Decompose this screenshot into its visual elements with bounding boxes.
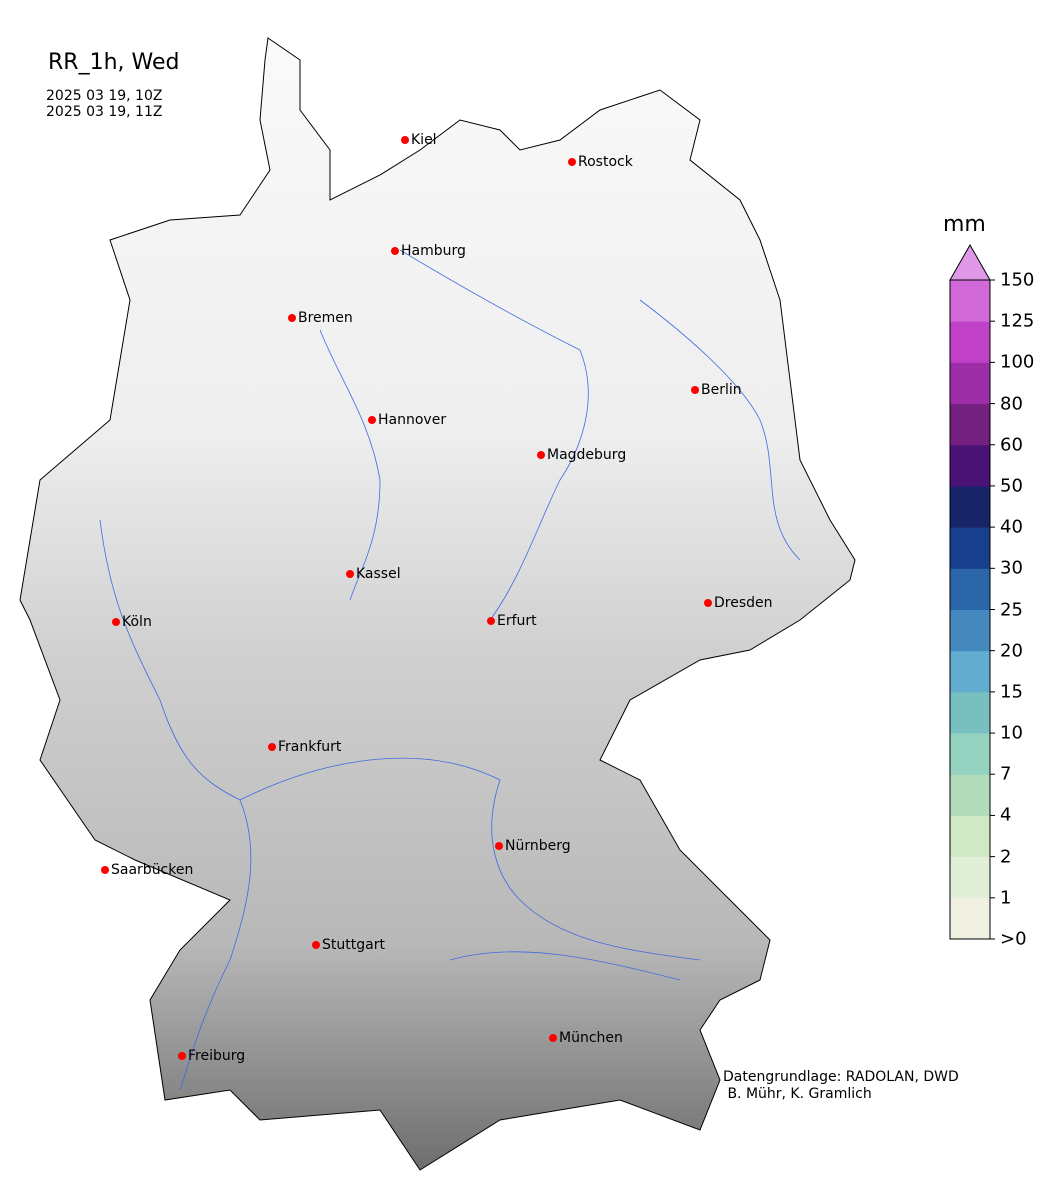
city-dresden: Dresden	[704, 595, 773, 611]
city-label: Hamburg	[401, 243, 466, 259]
colorbar-unit: mm	[943, 212, 986, 237]
colorbar-tick-label: 60	[1000, 434, 1023, 456]
colorbar-extend-arrow	[949, 243, 991, 281]
city-label: Stuttgart	[322, 937, 385, 953]
city-kassel: Kassel	[346, 566, 401, 582]
city-label: Frankfurt	[278, 739, 342, 755]
germany-outline	[19, 37, 856, 1171]
valid-time-from: 2025 03 19, 10Z	[46, 88, 163, 104]
city-label: Magdeburg	[547, 447, 627, 463]
colorbar-segment	[950, 362, 990, 405]
colorbar-tick-label: >0	[1000, 928, 1027, 950]
city-label: Nürnberg	[505, 838, 571, 854]
city-marker-icon	[346, 570, 354, 578]
colorbar-segment	[950, 691, 990, 734]
colorbar-tick-label: 1	[1000, 887, 1012, 909]
city-label: München	[559, 1030, 623, 1046]
city-frankfurt: Frankfurt	[268, 739, 342, 755]
colorbar-segment	[950, 733, 990, 775]
city-label: Köln	[122, 614, 152, 630]
colorbar-segment	[950, 485, 990, 528]
city-kiel: Kiel	[401, 132, 437, 148]
city-marker-icon	[704, 599, 712, 607]
city-hannover: Hannover	[368, 412, 447, 428]
city-label: Kassel	[356, 566, 401, 582]
colorbar-tick-label: 150	[1000, 269, 1035, 291]
map-title: RR_1h, Wed	[48, 50, 180, 75]
colorbar-segment	[950, 444, 990, 487]
city-erfurt: Erfurt	[487, 613, 537, 629]
city-marker-icon	[401, 136, 409, 144]
colorbar-segment	[950, 568, 990, 610]
colorbar-tick-label: 4	[1000, 804, 1012, 826]
city-saarbücken: Saarbücken	[101, 862, 194, 878]
colorbar-segment	[950, 650, 990, 693]
city-rostock: Rostock	[568, 154, 633, 170]
colorbar-segment	[950, 403, 990, 446]
city-marker-icon	[495, 842, 503, 850]
colorbar-segment	[950, 815, 990, 858]
city-label: Saarbücken	[111, 862, 194, 878]
colorbar-segment	[950, 321, 990, 363]
city-marker-icon	[112, 618, 120, 626]
colorbar-tick-label: 125	[1000, 310, 1035, 332]
city-hamburg: Hamburg	[391, 243, 466, 259]
city-label: Hannover	[378, 412, 447, 428]
colorbar-tick-label: 100	[1000, 351, 1035, 373]
colorbar	[949, 243, 995, 940]
colorbar-segment	[950, 774, 990, 816]
colorbar-tick-label: 20	[1000, 640, 1023, 662]
city-münchen: München	[549, 1030, 623, 1046]
valid-time-to: 2025 03 19, 11Z	[46, 104, 163, 120]
city-label: Dresden	[714, 595, 773, 611]
city-marker-icon	[487, 617, 495, 625]
colorbar-segment	[950, 856, 990, 899]
city-berlin: Berlin	[691, 382, 742, 398]
city-label: Kiel	[411, 132, 437, 148]
city-marker-icon	[568, 158, 576, 166]
colorbar-tick-label: 2	[1000, 846, 1012, 868]
city-marker-icon	[537, 451, 545, 459]
city-marker-icon	[268, 743, 276, 751]
city-nürnberg: Nürnberg	[495, 838, 571, 854]
colorbar-tick-label: 40	[1000, 516, 1023, 538]
city-bremen: Bremen	[288, 310, 353, 326]
colorbar-tick-label: 25	[1000, 599, 1023, 620]
colorbar-tick-label: 30	[1000, 557, 1023, 579]
colorbar-segment	[950, 609, 990, 652]
city-label: Berlin	[701, 382, 742, 398]
colorbar-tick-label: 15	[1000, 681, 1023, 703]
city-freiburg: Freiburg	[178, 1048, 246, 1064]
city-magdeburg: Magdeburg	[537, 447, 627, 463]
city-marker-icon	[549, 1034, 557, 1042]
city-marker-icon	[391, 247, 399, 255]
colorbar-tick-label: 80	[1000, 393, 1023, 415]
colorbar-segment	[950, 897, 990, 940]
city-marker-icon	[178, 1052, 186, 1060]
city-marker-icon	[288, 314, 296, 322]
colorbar-segment	[950, 527, 990, 569]
city-label: Rostock	[578, 154, 633, 170]
colorbar-segment	[950, 280, 990, 322]
city-marker-icon	[101, 866, 109, 874]
city-label: Bremen	[298, 310, 353, 326]
colorbar-tick-label: 50	[1000, 475, 1023, 497]
city-marker-icon	[312, 941, 320, 949]
city-marker-icon	[691, 386, 699, 394]
data-credit: Datengrundlage: RADOLAN, DWD B. Mühr, K.…	[723, 1069, 959, 1102]
colorbar-tick-label: 10	[1000, 722, 1023, 744]
city-marker-icon	[368, 416, 376, 424]
city-label: Freiburg	[188, 1048, 246, 1064]
city-stuttgart: Stuttgart	[312, 937, 385, 953]
colorbar-tick-label: 7	[1000, 763, 1012, 785]
city-label: Erfurt	[497, 613, 537, 629]
city-köln: Köln	[112, 614, 152, 630]
rivers	[99, 249, 801, 1091]
